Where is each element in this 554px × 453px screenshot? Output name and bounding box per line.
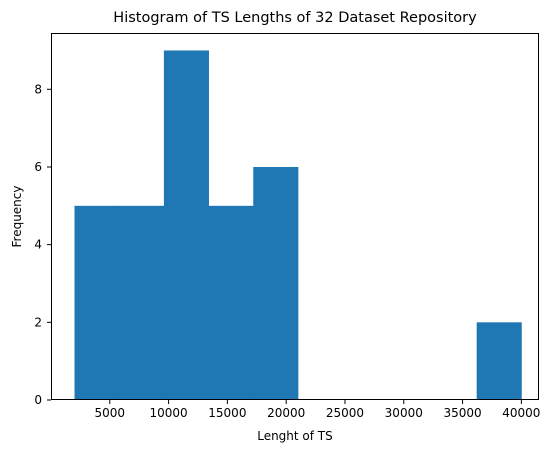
x-tick-label: 5000 xyxy=(95,406,126,420)
x-tick-label: 30000 xyxy=(385,406,423,420)
x-axis: 5000 10000 15000 20000 25000 30000 35000 40000 xyxy=(95,400,540,420)
y-tick-label: 0 xyxy=(34,393,42,407)
bars-group xyxy=(74,50,522,400)
y-tick-label: 8 xyxy=(34,82,42,96)
x-tick-label: 15000 xyxy=(208,406,246,420)
histogram-bar xyxy=(476,322,522,400)
histogram-bar xyxy=(119,205,165,400)
x-tick-label: 20000 xyxy=(267,406,305,420)
histogram-bar xyxy=(253,166,299,400)
x-axis-label: Lenght of TS xyxy=(257,429,333,443)
plot-frame xyxy=(51,33,539,400)
x-tick-label: 10000 xyxy=(149,406,187,420)
x-tick-label: 25000 xyxy=(326,406,364,420)
histogram-bar xyxy=(74,205,120,400)
x-tick-label: 40000 xyxy=(502,406,540,420)
chart-title: Histogram of TS Lengths of 32 Dataset Re… xyxy=(113,10,477,26)
x-tick-label: 35000 xyxy=(443,406,481,420)
y-tick-label: 2 xyxy=(34,315,42,329)
y-axis: 0 2 4 6 8 xyxy=(34,82,51,407)
y-tick-label: 4 xyxy=(34,238,42,252)
y-axis-label: Frequency xyxy=(10,186,24,248)
histogram-bar xyxy=(163,50,209,400)
histogram-bar xyxy=(208,205,254,400)
y-tick-label: 6 xyxy=(34,160,42,174)
